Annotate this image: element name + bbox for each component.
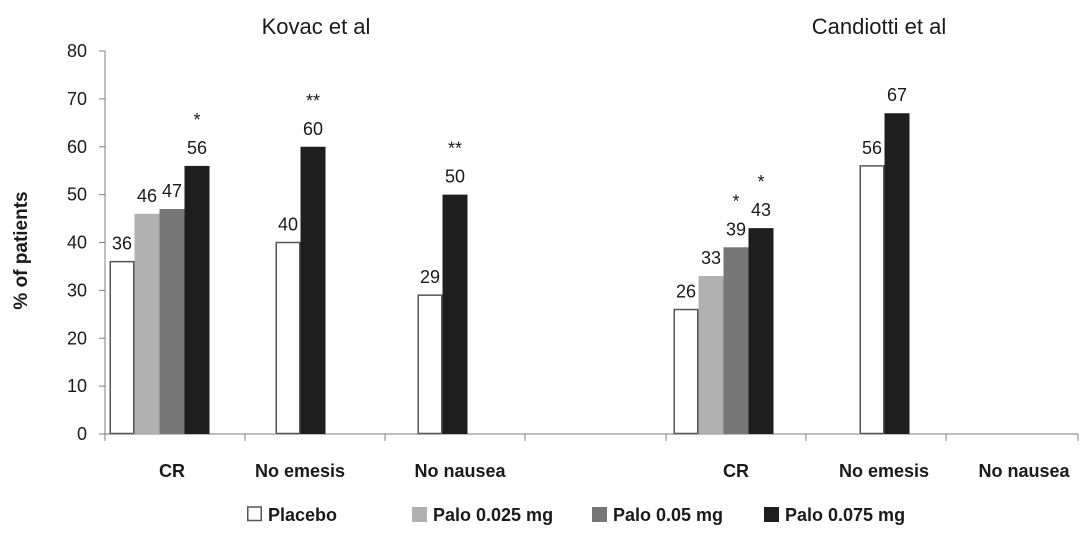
legend-swatch-3 (764, 507, 779, 522)
category-label-0-1: No emesis (255, 461, 345, 481)
data-label-0-0-2: 47 (162, 181, 182, 201)
y-tick-label-10: 10 (67, 376, 87, 396)
category-label-1-0: CR (723, 461, 749, 481)
bar-1-1-0 (859, 165, 885, 435)
data-label-0-0-1: 46 (137, 186, 157, 206)
legend-swatch-2 (592, 507, 607, 522)
bar-1-0-1 (698, 276, 724, 434)
y-tick-label-20: 20 (67, 328, 87, 348)
y-axis-title: % of patients (11, 191, 32, 309)
y-tick-label-50: 50 (67, 185, 87, 205)
category-label-1-2: No nausea (978, 461, 1070, 481)
group-title-1: Candiotti et al (812, 14, 947, 39)
bar-0-0-1 (134, 213, 160, 434)
bar-0-1-0 (275, 241, 301, 435)
data-label-1-0-0: 26 (676, 282, 696, 302)
y-tick-label-30: 30 (67, 280, 87, 300)
legend-swatch-0 (247, 506, 262, 522)
significance-marker-1-0-3: * (757, 172, 764, 192)
y-tick-label-70: 70 (67, 89, 87, 109)
bar-1-0-3 (748, 228, 774, 434)
significance-marker-0-0-3: * (193, 110, 200, 130)
data-label-0-1-1: 60 (303, 119, 323, 139)
significance-marker-1-0-2: * (732, 191, 739, 211)
group-title-0: Kovac et al (262, 14, 371, 39)
data-label-1-1-1: 67 (887, 85, 907, 105)
data-label-0-2-0: 29 (420, 267, 440, 287)
bar-0-2-0 (417, 294, 443, 435)
category-label-0-0: CR (159, 461, 185, 481)
data-label-0-2-1: 50 (445, 167, 465, 187)
bar-0-0-0 (109, 260, 135, 435)
bar-1-0-2 (723, 247, 749, 434)
legend-swatch-1 (412, 507, 427, 522)
bar-1-1-1 (884, 113, 910, 435)
data-label-1-0-1: 33 (701, 248, 721, 268)
bar-0-1-1 (300, 146, 326, 434)
bar-1-0-0 (673, 308, 699, 435)
y-tick-label-60: 60 (67, 137, 87, 157)
data-label-1-0-3: 43 (751, 200, 771, 220)
legend-label-3: Palo 0.075 mg (785, 505, 905, 525)
category-label-0-2: No nausea (414, 461, 506, 481)
bar-0-0-3 (184, 165, 210, 434)
significance-marker-0-2-1: ** (448, 139, 462, 159)
data-label-0-1-0: 40 (278, 215, 298, 235)
y-tick-label-40: 40 (67, 233, 87, 253)
y-tick-label-0: 0 (77, 424, 87, 444)
data-label-1-1-0: 56 (862, 138, 882, 158)
data-label-1-0-2: 39 (726, 219, 746, 239)
significance-marker-0-1-1: ** (306, 91, 320, 111)
y-tick-label-80: 80 (67, 41, 87, 61)
data-label-0-0-3: 56 (187, 138, 207, 158)
legend-label-2: Palo 0.05 mg (613, 505, 723, 525)
data-label-0-0-0: 36 (112, 234, 132, 254)
bar-0-2-1 (442, 194, 468, 434)
bar-0-0-2 (159, 208, 185, 434)
legend-label-0: Placebo (268, 505, 337, 525)
category-label-1-1: No emesis (839, 461, 929, 481)
legend-label-1: Palo 0.025 mg (433, 505, 553, 525)
